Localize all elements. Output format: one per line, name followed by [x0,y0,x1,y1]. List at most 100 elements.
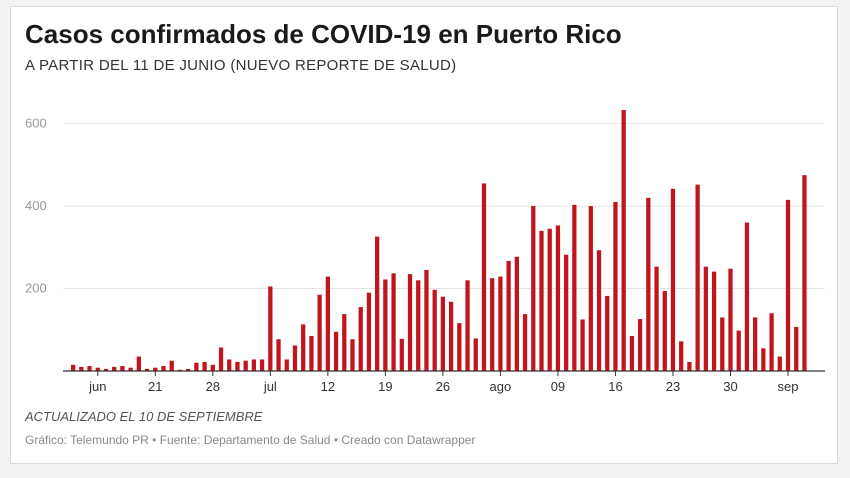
bar [366,292,372,371]
bar [284,359,289,371]
bar [251,359,257,371]
bar [161,366,166,371]
axes: jun 21 28 jul 12 19 26 ago 09 16 23 30 sep [63,370,825,394]
bar [588,206,593,371]
bar [79,366,84,371]
x-tick-label: 12 [321,379,335,394]
bar [112,366,117,371]
bar [613,201,618,371]
bar [490,278,495,371]
bar [70,364,76,371]
bar [514,256,519,371]
bar [761,348,766,371]
bar [785,199,791,371]
bar [547,228,552,371]
x-tick-label: 09 [551,379,565,394]
bar [218,347,224,371]
updated-note: ACTUALIZADO EL 10 DE SEPTIEMBRE [25,409,263,424]
bar [194,362,199,371]
x-tick-label: 16 [608,379,622,394]
bar [186,368,191,371]
bar [572,204,577,371]
bar [342,314,347,371]
x-tick-label: jun [88,379,106,394]
bar [695,184,700,371]
chart-title: Casos confirmados de COVID-19 en Puerto … [25,19,622,49]
bar [120,366,125,371]
bar [259,359,265,371]
bar [325,276,330,371]
bar [802,175,807,371]
bar [276,339,281,371]
source-credit: Gráfico: Telemundo PR • Fuente: Departam… [25,433,476,447]
bar [128,367,133,371]
bar [227,359,232,371]
bar [292,345,298,371]
bar [317,294,322,371]
x-tick-label: 26 [436,379,450,394]
bar [473,338,478,371]
bar [711,271,717,371]
bar [399,338,404,371]
bar [432,289,437,371]
bar [605,295,610,371]
bar [465,280,470,371]
x-tick-label: 21 [148,379,162,394]
bar [531,206,536,371]
bar [498,276,503,371]
bar [481,183,487,371]
bar [506,260,511,371]
y-tick-label: 200 [25,281,47,296]
bar [720,317,725,371]
bar [416,280,421,371]
bar [424,269,429,371]
bar [448,301,454,371]
bar [407,274,413,371]
bar [769,313,774,371]
bar [687,361,692,371]
x-tick-label: 23 [666,379,680,394]
x-tick-label: 19 [378,379,392,394]
bar-chart: 200 400 600 jun 21 28 jul 12 19 26 ago 09 16 23 30 sep [25,110,825,394]
bar [391,273,396,371]
bar [596,250,602,371]
bar [736,330,741,371]
y-tick-label: 400 [25,198,47,213]
bar [169,360,174,371]
bar [753,317,758,371]
bar [744,222,750,371]
bar [350,339,355,371]
bar [177,369,183,371]
bar [333,331,339,371]
bar [580,319,585,371]
bar [383,279,388,371]
bar [539,230,544,371]
bar [268,286,273,371]
bar [522,314,528,371]
bars [70,110,807,371]
bar [95,367,100,371]
x-tick-label: 30 [723,379,737,394]
chart-card: Casos confirmados de COVID-19 en Puerto … [10,6,838,464]
bar [235,361,240,371]
bar [309,335,314,371]
x-tick-label: 28 [206,379,220,394]
bar [662,291,667,371]
bar [440,296,446,371]
bar [144,368,150,371]
bar [564,254,569,371]
bar [210,364,215,371]
bar [728,268,733,371]
x-tick-label: sep [778,379,799,394]
x-tick-label: jul [263,379,277,394]
chart-subtitle: A PARTIR DEL 11 DE JUNIO (NUEVO REPORTE … [25,57,457,74]
bar [621,110,626,371]
y-tick-label: 600 [25,116,47,131]
bar [646,197,651,371]
bar [777,356,782,371]
bar [358,307,363,371]
x-tick-label: ago [490,379,512,394]
bar [457,323,462,371]
bar [87,366,92,371]
bar [794,326,799,371]
